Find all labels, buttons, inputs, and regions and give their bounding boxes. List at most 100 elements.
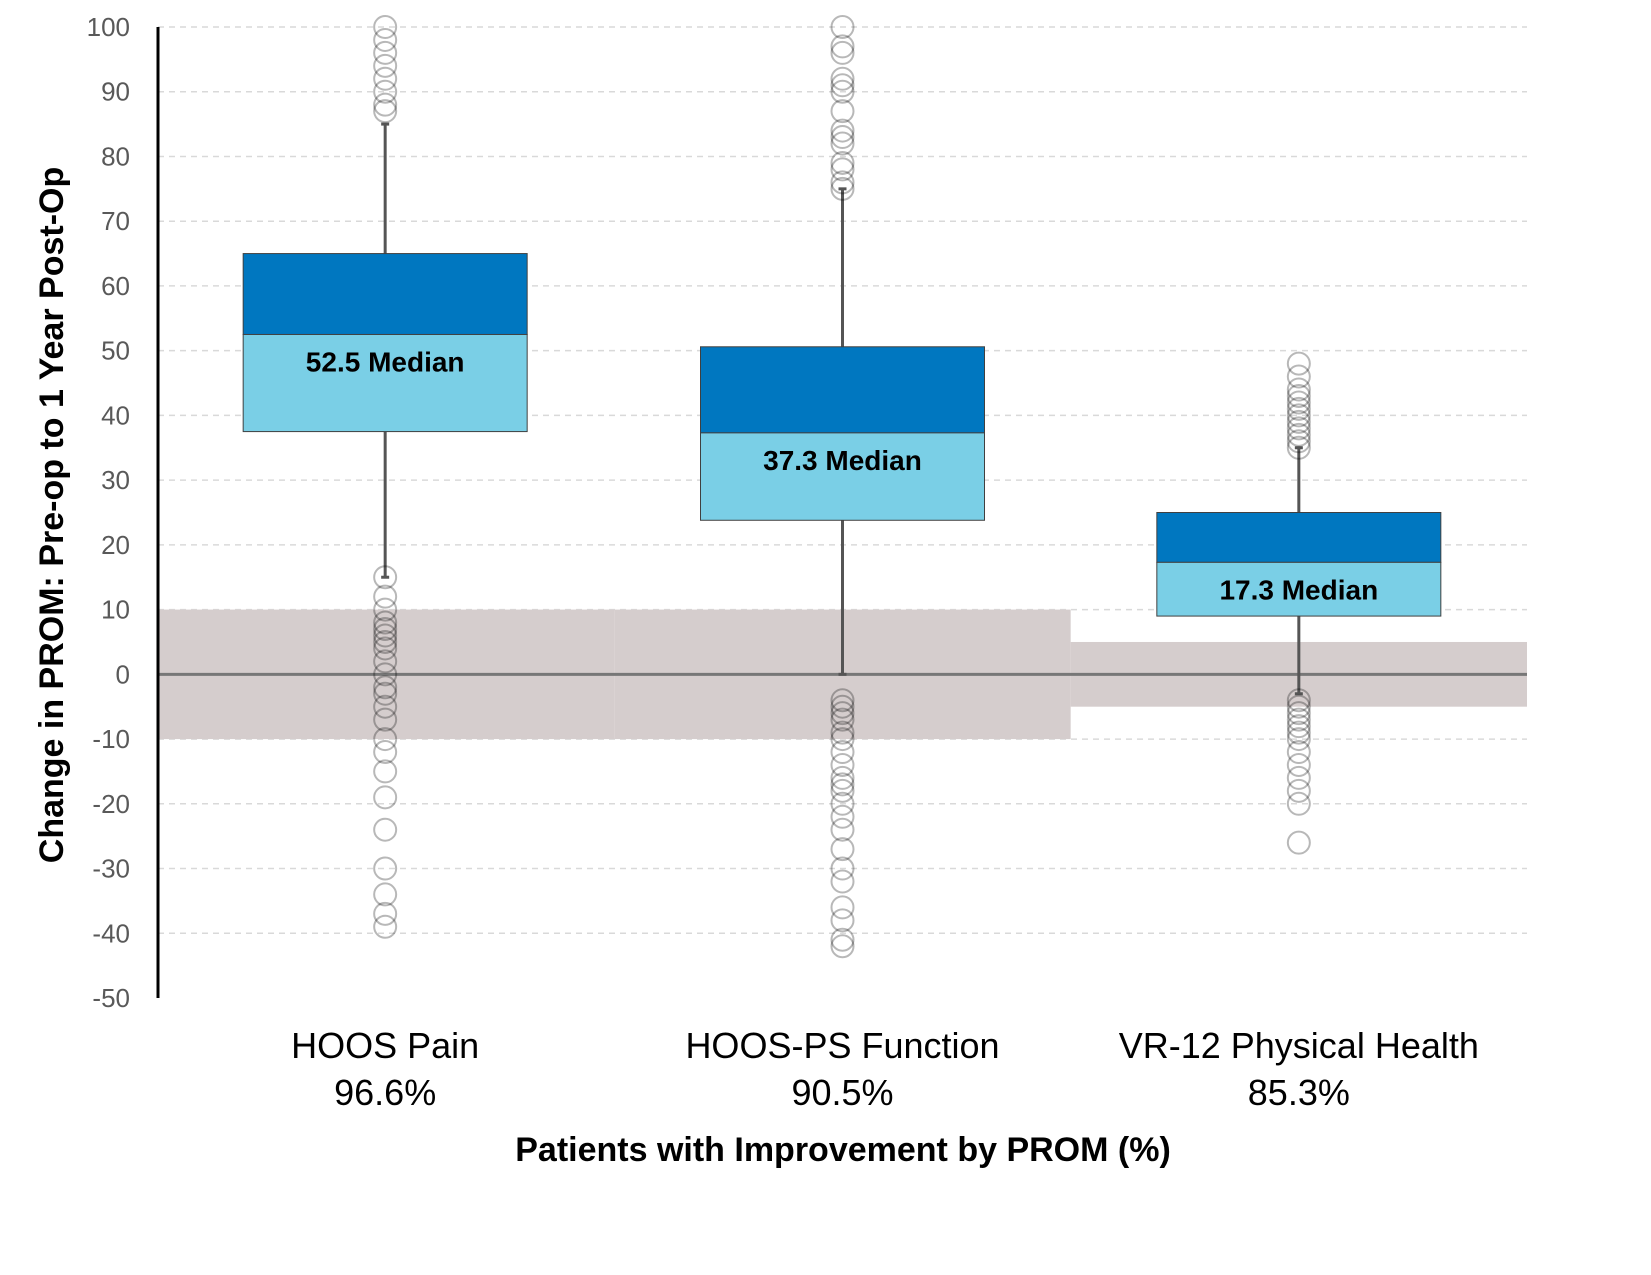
outlier-point — [830, 79, 855, 104]
outlier-point — [373, 649, 398, 674]
outlier-point — [830, 752, 855, 777]
outlier-point — [830, 701, 855, 726]
boxes: 52.5 Median 37.3 Median 17.3 Median — [242, 253, 1442, 617]
y-tick-label: -10 — [92, 724, 130, 754]
outlier-point — [1286, 422, 1311, 447]
outlier-point — [1286, 416, 1311, 441]
y-tick-label: -30 — [92, 854, 130, 884]
outlier-point — [373, 79, 398, 104]
outlier-point — [830, 817, 855, 842]
outlier-point — [1286, 720, 1311, 745]
outlier-point — [373, 565, 398, 590]
outlier-point — [1286, 435, 1311, 460]
outlier-point — [830, 170, 855, 195]
median-label: 37.3 Median — [763, 445, 922, 476]
outlier-point — [830, 707, 855, 732]
outlier-point — [830, 176, 855, 201]
outlier-point — [830, 869, 855, 894]
outlier-point — [373, 694, 398, 719]
box-upper — [700, 346, 985, 434]
outlier-point — [373, 882, 398, 907]
median-label: 17.3 Median — [1219, 574, 1378, 605]
median-label: 52.5 Median — [306, 346, 465, 377]
outlier-point — [1286, 765, 1311, 790]
outlier-point — [1286, 701, 1311, 726]
outlier-point — [830, 727, 855, 752]
y-tick-label: 100 — [87, 12, 130, 42]
outlier-point — [373, 584, 398, 609]
y-axis-title: Change in PROM: Pre-op to 1 Year Post-Op — [33, 167, 71, 863]
x-axis-title: Patients with Improvement by PROM (%) — [515, 1131, 1171, 1169]
outlier-point — [830, 34, 855, 59]
outlier-point — [830, 791, 855, 816]
y-tick-label: -40 — [92, 918, 130, 948]
y-tick-label: 60 — [101, 271, 130, 301]
outlier-point — [1286, 830, 1311, 855]
outlier-point — [830, 66, 855, 91]
outlier-point — [373, 66, 398, 91]
outlier-point — [373, 759, 398, 784]
outlier-point — [830, 740, 855, 765]
outlier-point — [373, 675, 398, 700]
outlier-point — [830, 720, 855, 745]
outlier-point — [830, 856, 855, 881]
y-tick-label: 10 — [101, 595, 130, 625]
outlier-point — [373, 817, 398, 842]
outlier-point — [1286, 364, 1311, 389]
y-tick-label: 80 — [101, 141, 130, 171]
outlier-point — [373, 617, 398, 642]
outlier-point — [830, 131, 855, 156]
category-label: HOOS Pain — [291, 1025, 479, 1066]
outlier-point — [373, 92, 398, 117]
outlier-point — [373, 785, 398, 810]
outlier-point — [830, 895, 855, 920]
outlier-point — [1286, 714, 1311, 739]
outlier-point — [830, 927, 855, 952]
category-label: HOOS-PS Function — [685, 1025, 999, 1066]
y-tick-label: 0 — [116, 659, 130, 689]
outlier-point — [1286, 752, 1311, 777]
y-tick-label: 70 — [101, 206, 130, 236]
outlier-point — [1286, 688, 1311, 713]
outlier-point — [373, 623, 398, 648]
outlier-point — [373, 662, 398, 687]
outlier-point — [830, 73, 855, 98]
outlier-point — [373, 597, 398, 622]
outlier-point — [373, 629, 398, 654]
outlier-point — [373, 901, 398, 926]
outlier-point — [830, 908, 855, 933]
outlier-point — [830, 125, 855, 150]
outlier-point — [1286, 791, 1311, 816]
outlier-point — [830, 765, 855, 790]
outlier-point — [373, 740, 398, 765]
outlier-point — [373, 681, 398, 706]
y-tick-label: -20 — [92, 789, 130, 819]
outlier-point — [830, 837, 855, 862]
outlier-point — [373, 914, 398, 939]
outlier-point — [1286, 377, 1311, 402]
outlier-point — [1286, 727, 1311, 752]
outlier-point — [373, 53, 398, 78]
outlier-point — [830, 99, 855, 124]
outlier-point — [830, 694, 855, 719]
box-upper — [242, 253, 528, 335]
category-label: VR-12 Physical Health — [1119, 1025, 1479, 1066]
outlier-point — [830, 688, 855, 713]
y-tick-label: 90 — [101, 77, 130, 107]
box-lower — [700, 432, 985, 521]
outlier-point — [830, 157, 855, 182]
outlier-point — [373, 856, 398, 881]
outlier-point — [1286, 396, 1311, 421]
outlier-point — [1286, 778, 1311, 803]
x-tick-labels: HOOS Pain 96.6% HOOS-PS Function 90.5% VR-12… — [291, 1025, 1479, 1113]
box-upper — [1156, 512, 1442, 563]
category-percent: 90.5% — [791, 1072, 893, 1113]
outlier-point — [1286, 694, 1311, 719]
outlier-point — [1286, 707, 1311, 732]
category-percent: 85.3% — [1248, 1072, 1350, 1113]
outlier-point — [373, 40, 398, 65]
outlier-point — [373, 15, 398, 39]
outlier-point — [830, 15, 855, 39]
